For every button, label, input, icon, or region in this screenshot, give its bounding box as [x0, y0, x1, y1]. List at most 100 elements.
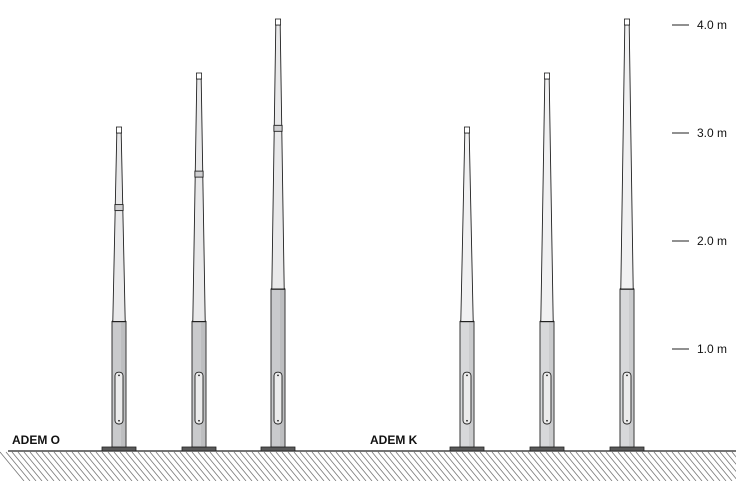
- hatch-line: [143, 451, 169, 481]
- poles-layer: [101, 18, 645, 452]
- hatch-line: [521, 451, 547, 481]
- hatch-line: [677, 451, 703, 481]
- hatch-line: [509, 451, 535, 481]
- hatch-line: [641, 451, 667, 481]
- pole-adem-o-3.5: [181, 72, 217, 452]
- pole-top-cap: [274, 18, 281, 26]
- hatch-line: [311, 451, 337, 481]
- hatch-line: [77, 451, 103, 481]
- hatch-line: [35, 451, 61, 481]
- pole-service-door: [542, 371, 552, 425]
- hatch-line: [185, 451, 211, 481]
- scale-label: 4.0 m: [697, 18, 727, 32]
- pole-upper-section: [460, 132, 474, 322]
- hatch-line: [533, 451, 559, 481]
- door-screw: [198, 374, 200, 377]
- hatch-line: [467, 451, 493, 481]
- hatch-line: [425, 451, 451, 481]
- pole-top-cap: [195, 72, 202, 80]
- hatch-line: [329, 451, 355, 481]
- hatch-line: [41, 451, 67, 481]
- hatch-line: [173, 451, 199, 481]
- hatch-line: [713, 451, 736, 480]
- hatch-line: [113, 451, 139, 481]
- hatch-line: [197, 451, 223, 481]
- hatch-line: [347, 451, 373, 481]
- pole-adem-k-4: [609, 18, 645, 452]
- hatch-line: [233, 451, 259, 481]
- hatch-line: [119, 451, 145, 481]
- hatch-line: [293, 451, 319, 481]
- hatch-line: [419, 451, 445, 481]
- hatch-line: [227, 451, 253, 481]
- hatch-line: [125, 451, 151, 481]
- hatch-line: [503, 451, 529, 481]
- hatch-line: [389, 451, 415, 481]
- hatch-line: [107, 451, 133, 481]
- pole-upper-section: [271, 24, 285, 290]
- hatch-line: [53, 451, 79, 481]
- hatch-line: [59, 451, 85, 481]
- hatch-line: [83, 451, 109, 481]
- pole-top-cap: [544, 72, 551, 80]
- hatch-line: [443, 451, 469, 481]
- pole-shade: [280, 290, 284, 446]
- pole-base-plate: [260, 446, 296, 452]
- hatch-line: [659, 451, 685, 481]
- hatch-line: [317, 451, 343, 481]
- pole-top-cap: [463, 126, 470, 134]
- hatch-line: [599, 451, 625, 481]
- door-screw: [277, 374, 279, 377]
- hatch-line: [131, 451, 157, 481]
- hatch-line: [611, 451, 637, 481]
- hatch-line: [671, 451, 697, 481]
- hatch-line: [431, 451, 457, 481]
- pole-service-door: [273, 371, 283, 425]
- hatch-line: [701, 451, 727, 481]
- hatch-line: [5, 451, 31, 481]
- hatch-line: [263, 451, 289, 481]
- hatch-line: [653, 451, 679, 481]
- scale-label: 3.0 m: [697, 126, 727, 140]
- hatch-line: [413, 451, 439, 481]
- pole-service-door: [194, 371, 204, 425]
- door-screw: [546, 374, 548, 377]
- pole-upper-section: [540, 78, 554, 322]
- hatch-line: [407, 451, 433, 481]
- hatch-line: [635, 451, 661, 481]
- door-screw: [118, 374, 120, 377]
- hatch-line: [629, 451, 655, 481]
- hatch-line: [281, 451, 307, 481]
- hatch-line: [593, 451, 619, 481]
- hatch-line: [0, 451, 25, 481]
- hatch-line: [461, 451, 487, 481]
- hatch-line: [473, 451, 499, 481]
- hatch-line: [149, 451, 175, 481]
- hatch-line: [245, 451, 271, 481]
- hatch-line: [209, 451, 235, 481]
- pole-base-plate: [181, 446, 217, 452]
- hatch-line: [707, 451, 733, 481]
- door-screw: [626, 374, 628, 377]
- hatch-line: [287, 451, 313, 481]
- hatch-line: [305, 451, 331, 481]
- pole-upper-section: [192, 78, 206, 322]
- hatch-line: [647, 451, 673, 481]
- ground-hatching: [0, 451, 736, 481]
- pole-adem-k-3.5: [529, 72, 565, 452]
- pole-base-plate: [609, 446, 645, 452]
- door-screw: [277, 419, 279, 422]
- hatch-line: [17, 451, 43, 481]
- hatch-line: [455, 451, 481, 481]
- scale-label: 1.0 m: [697, 342, 727, 356]
- hatch-line: [257, 451, 283, 481]
- pole-adem-k-3: [449, 126, 485, 452]
- hatch-line: [557, 451, 583, 481]
- hatch-line: [161, 451, 187, 481]
- hatch-line: [371, 451, 397, 481]
- hatch-line: [563, 451, 589, 481]
- pole-band-ring: [273, 124, 283, 132]
- hatch-line: [575, 451, 601, 481]
- hatch-line: [179, 451, 205, 481]
